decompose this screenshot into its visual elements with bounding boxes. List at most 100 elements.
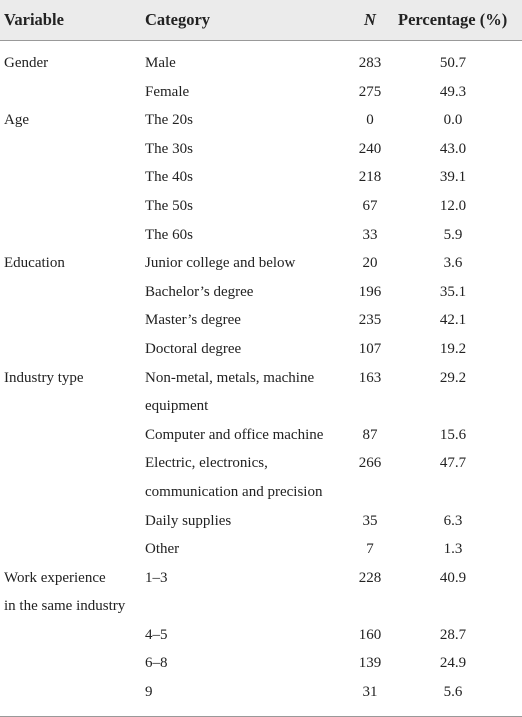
percentage-cell: 6.3 (443, 512, 463, 529)
percentage-cell: 19.2 (439, 340, 467, 357)
table-row: Other 7 1.3 (0, 535, 522, 564)
table-row: 6–8 139 24.9 (0, 649, 522, 678)
n-cell: 31 (342, 678, 398, 717)
variable-cell: Work experience in the same industry (0, 564, 143, 621)
category-cell: Electric, electronics, communication and … (143, 449, 342, 506)
percentage-cell: 39.1 (439, 169, 467, 186)
table-row: Bachelor’s degree 196 35.1 (0, 278, 522, 307)
variable-cell (0, 678, 143, 717)
category-cell: Other (145, 541, 180, 558)
table-row: Industry type Non-metal, metals, machine e… (0, 364, 522, 421)
table-row: Electric, electronics, communication and … (0, 449, 522, 506)
category-cell: Female (145, 83, 190, 100)
text-line: Non-metal, metals, machine (145, 369, 315, 386)
n-cell: 20 (362, 255, 378, 272)
n-cell: 7 (366, 541, 374, 558)
table-row: The 40s 218 39.1 (0, 163, 522, 192)
text-line: Electric, electronics, (145, 455, 268, 472)
column-header: Variable (0, 0, 143, 41)
n-cell: 218 (358, 169, 382, 186)
variable-cell (0, 163, 143, 192)
variable-cell: Age (4, 112, 29, 129)
category-cell: Bachelor’s degree (145, 283, 254, 300)
variable-cell (0, 78, 143, 107)
variable-cell (0, 278, 143, 307)
column-header: Percentage (%) (398, 0, 522, 41)
table-row: Computer and office machine 87 15.6 (0, 421, 522, 450)
percentage-cell: 15.6 (439, 426, 467, 443)
percentage-cell: 49.3 (439, 83, 467, 100)
table-row: Gender Male 283 50.7 (0, 41, 522, 78)
percentage-cell: 43.0 (439, 140, 467, 157)
category-cell: Junior college and below (145, 255, 296, 272)
variable-cell (0, 335, 143, 364)
percentage-cell: 35.1 (439, 283, 467, 300)
n-cell: 160 (358, 626, 382, 643)
variable-cell (0, 507, 143, 536)
category-cell: The 60s (145, 226, 193, 243)
category-cell: The 30s (145, 140, 193, 157)
table-body: Gender Male 283 50.7 Female 275 49.3 Age The 20s… (0, 41, 522, 717)
category-cell: 6–8 (145, 655, 168, 672)
n-cell: 87 (362, 426, 378, 443)
variable-cell (0, 449, 143, 506)
variable-cell: Industry type (4, 369, 84, 386)
n-cell: 33 (362, 226, 378, 243)
n-cell: 0 (366, 112, 374, 129)
variable-cell (0, 421, 143, 450)
percentage-cell: 40.9 (439, 569, 467, 586)
variable-cell: Gender (4, 55, 49, 71)
category-cell: Non-metal, metals, machine equipment (143, 364, 342, 421)
table-row: Age The 20s 0 0.0 (0, 106, 522, 135)
n-cell: 35 (362, 512, 378, 529)
table-row: 4–5 160 28.7 (0, 621, 522, 650)
variable-cell (0, 221, 143, 250)
n-cell: 163 (358, 369, 382, 386)
n-cell: 139 (358, 655, 382, 672)
text-line: equipment (145, 398, 209, 415)
percentage-cell: 28.7 (439, 626, 467, 643)
variable-cell (0, 621, 143, 650)
table-row: Female 275 49.3 (0, 78, 522, 107)
header-row: Variable Category N Percentage (%) (0, 0, 522, 41)
variable-cell (0, 649, 143, 678)
category-cell: Male (145, 55, 176, 71)
category-cell: 4–5 (145, 626, 168, 643)
category-cell: The 40s (145, 169, 193, 186)
percentage-cell: 29.2 (439, 369, 467, 386)
table-row: The 50s 67 12.0 (0, 192, 522, 221)
category-cell: The 50s (145, 197, 193, 214)
percentage-cell: 5.9 (443, 226, 463, 243)
table-row: The 30s 240 43.0 (0, 135, 522, 164)
category-cell: 9 (143, 678, 342, 717)
percentage-cell: 5.6 (398, 678, 522, 717)
variable-cell (0, 306, 143, 335)
text-line: in the same industry (4, 598, 126, 615)
percentage-cell: 42.1 (439, 312, 467, 329)
category-cell: Doctoral degree (145, 340, 242, 357)
category-cell: The 20s (145, 112, 193, 129)
n-cell: 266 (358, 455, 382, 472)
table-row: Education Junior college and below 20 3.6 (0, 249, 522, 278)
variable-cell (0, 535, 143, 564)
table-row: Work experience in the same industry 1–3 22… (0, 564, 522, 621)
n-cell: 283 (358, 55, 382, 71)
variable-cell: Education (4, 255, 65, 272)
percentage-cell: 24.9 (439, 655, 467, 672)
percentage-cell: 12.0 (439, 197, 467, 214)
n-cell: 240 (358, 140, 382, 157)
category-cell: Master’s degree (145, 312, 241, 329)
percentage-cell: 50.7 (439, 55, 467, 71)
text-line: communication and precision (145, 483, 323, 500)
category-cell: Daily supplies (145, 512, 232, 529)
percentage-cell: 3.6 (443, 255, 463, 272)
variable-cell (0, 192, 143, 221)
percentage-cell: 1.3 (443, 541, 463, 558)
n-cell: 228 (358, 569, 382, 586)
table-row: Master’s degree 235 42.1 (0, 306, 522, 335)
column-header: N (342, 0, 398, 41)
table-row: Daily supplies 35 6.3 (0, 507, 522, 536)
category-cell: Computer and office machine (145, 426, 324, 443)
